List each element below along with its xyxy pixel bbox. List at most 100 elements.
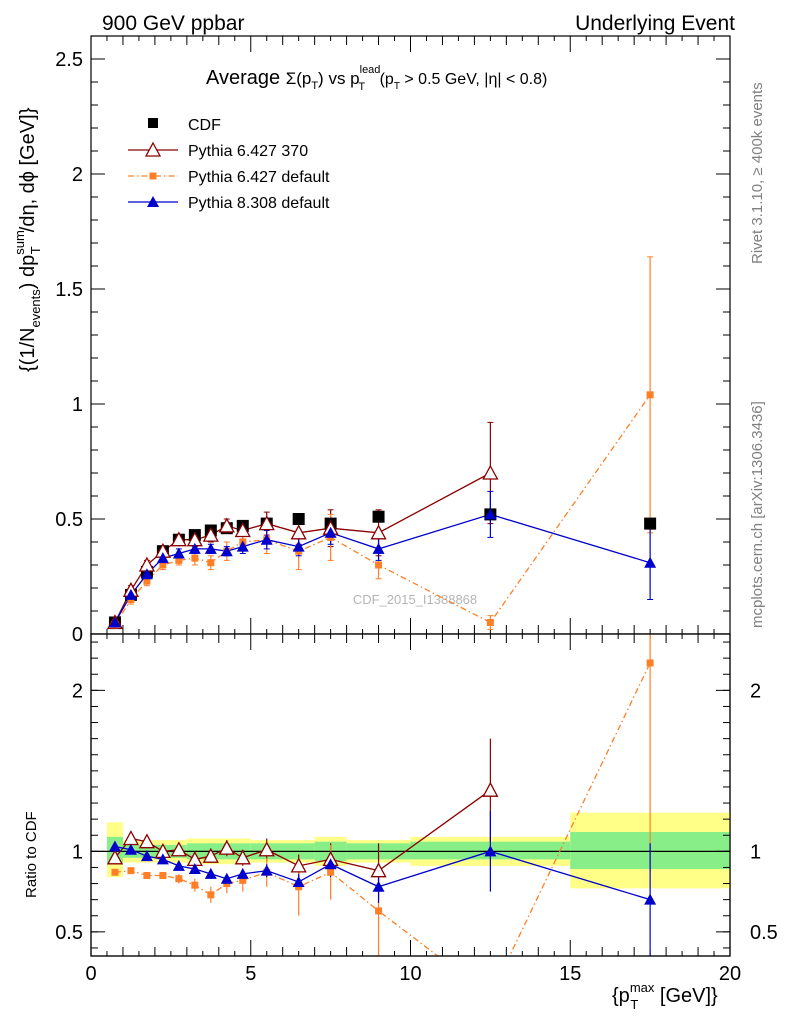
ratio-point-pythia-6-427-370 bbox=[202, 847, 219, 863]
point-pythia-8-308-default bbox=[156, 552, 169, 564]
legend-pythia6-default-marker bbox=[149, 172, 157, 180]
ratio-frame-overlay bbox=[90, 633, 731, 957]
x-tick-label: 10 bbox=[399, 963, 421, 985]
ratio-markers bbox=[106, 659, 657, 915]
title-sigma: Σ(p bbox=[286, 69, 312, 88]
point-cdf bbox=[292, 513, 305, 525]
y-tick-label: 2 bbox=[72, 680, 83, 702]
point-pythia-6-427-370 bbox=[170, 531, 187, 547]
ratio-point-pythia-8-308-default bbox=[124, 843, 137, 855]
ratio-point-pythia-6-427-default bbox=[127, 867, 135, 875]
ratio-plot-frame bbox=[90, 633, 731, 957]
point-cdf bbox=[372, 510, 385, 523]
ylabel-b: ) dp bbox=[17, 255, 39, 289]
point-pythia-8-308-default bbox=[644, 556, 657, 568]
point-pythia-6-427-default bbox=[486, 619, 494, 626]
ylabel-a: {(1/N bbox=[17, 328, 39, 372]
point-pythia-8-308-default bbox=[372, 542, 385, 554]
ratio-point-pythia-6-427-370 bbox=[290, 857, 307, 873]
legend-pythia8-label: Pythia 8.308 default bbox=[188, 195, 330, 212]
y-tick-label-right: 0.5 bbox=[750, 922, 778, 944]
y-tick-label-right: 2 bbox=[750, 680, 761, 702]
ratio-point-pythia-8-308-default bbox=[156, 853, 169, 865]
ratio-point-pythia-8-308-default bbox=[324, 858, 337, 870]
point-pythia-8-308-default bbox=[220, 545, 233, 557]
point-pythia-6-427-370 bbox=[258, 515, 275, 531]
y-tick-label: 2 bbox=[72, 164, 83, 186]
point-pythia-6-427-default bbox=[191, 554, 199, 562]
y-tick-label: 0.5 bbox=[55, 509, 83, 531]
point-pythia-6-427-default bbox=[159, 561, 167, 569]
legend: CDF Pythia 6.427 370 Pythia 6.427 defaul… bbox=[128, 117, 330, 212]
ratio-point-pythia-8-308-default bbox=[372, 880, 385, 892]
point-pythia-8-308-default bbox=[260, 533, 273, 545]
rivet-label: Rivet 3.1.10, ≥ 400k events bbox=[749, 82, 766, 264]
point-pythia-8-308-default bbox=[108, 616, 121, 628]
legend-pythia8-marker bbox=[147, 196, 159, 207]
point-pythia-8-308-default bbox=[324, 526, 337, 538]
ylabel-b-sub: T bbox=[28, 246, 43, 254]
xlabel-a-sup: max bbox=[630, 980, 655, 995]
point-pythia-6-427-370 bbox=[482, 464, 499, 480]
main-panel: CDF_2015_I1388868 0.5 1 1.5 2 2.5 0 Average Σ… bbox=[12, 35, 731, 646]
legend-cdf-marker bbox=[148, 118, 158, 128]
point-pythia-6-427-370 bbox=[202, 526, 219, 542]
x-tick-label: 5 bbox=[245, 963, 256, 985]
point-pythia-8-308-default bbox=[172, 547, 185, 559]
ratio-point-pythia-6-427-370 bbox=[106, 849, 124, 865]
mcplots-label: mcplots.cern.ch [arXiv:1306.3436] bbox=[749, 401, 766, 628]
ratio-point-pythia-8-308-default bbox=[108, 840, 121, 852]
ratio-point-pythia-6-427-default bbox=[159, 872, 167, 879]
ratio-point-pythia-6-427-default bbox=[207, 891, 215, 899]
xlabel-a-sub: T bbox=[630, 997, 638, 1012]
point-pythia-8-308-default bbox=[292, 540, 305, 552]
ratio-point-pythia-6-427-default bbox=[191, 881, 199, 889]
xlabel-b: [GeV]} bbox=[654, 985, 718, 1007]
ratio-point-pythia-8-308-default bbox=[220, 872, 233, 884]
main-y-label: {(1/Nevents) dpsumT/dη, dϕ [GeV]} bbox=[12, 107, 43, 372]
legend-pythia6-370-marker bbox=[144, 141, 162, 157]
ratio-point-pythia-8-308-default bbox=[140, 850, 153, 862]
point-pythia-6-427-370 bbox=[234, 522, 251, 538]
point-pythia-8-308-default bbox=[124, 588, 137, 600]
ratio-point-pythia-8-308-default bbox=[236, 867, 249, 879]
main-plot-frame bbox=[90, 35, 731, 635]
ratio-panel: 0.5 0.5 1 1 2 2 0 5 10 15 20 Ratio to CDF {pmax T … bbox=[23, 633, 778, 1012]
title-cut-rest: > 0.5 GeV, |η| < 0.8) bbox=[400, 71, 547, 88]
y-tick-label: 2.5 bbox=[55, 49, 83, 71]
watermark: CDF_2015_I1388868 bbox=[353, 592, 477, 607]
ratio-point-pythia-6-427-370 bbox=[370, 862, 387, 878]
y-tick-label-zero: 0 bbox=[72, 624, 83, 646]
point-pythia-8-308-default bbox=[484, 508, 497, 520]
point-pythia-6-427-default bbox=[207, 559, 215, 567]
legend-item-cdf: CDF bbox=[148, 117, 221, 134]
ratio-point-pythia-6-427-default bbox=[111, 868, 119, 876]
ratio-point-pythia-6-427-370 bbox=[234, 849, 251, 865]
ratio-point-pythia-6-427-default bbox=[239, 876, 247, 884]
point-pythia-8-308-default bbox=[188, 542, 201, 554]
point-pythia-6-427-370 bbox=[370, 524, 387, 540]
title-sigma-close: ) bbox=[318, 69, 324, 88]
ratio-point-pythia-6-427-370 bbox=[218, 839, 235, 855]
x-tick-label: 0 bbox=[85, 963, 96, 985]
y-tick-label: 1 bbox=[72, 841, 83, 863]
main-y-axis: 0.5 1 1.5 2 2.5 0 bbox=[55, 35, 731, 646]
ratio-point-pythia-6-427-370 bbox=[482, 781, 499, 797]
title-sigma-sub: T bbox=[311, 80, 318, 92]
legend-item-pythia6-default: Pythia 6.427 default bbox=[128, 169, 330, 186]
point-cdf bbox=[644, 517, 657, 530]
ratio-point-pythia-8-308-default bbox=[484, 845, 497, 857]
title-vs-sup: lead bbox=[360, 64, 381, 76]
title-cut: (p bbox=[375, 71, 394, 88]
point-pythia-6-427-default bbox=[143, 577, 151, 585]
ratio-point-pythia-8-308-default bbox=[204, 867, 217, 879]
main-markers bbox=[106, 391, 657, 630]
point-pythia-8-308-default bbox=[236, 540, 249, 552]
ratio-point-pythia-8-308-default bbox=[172, 859, 185, 871]
ratio-point-pythia-6-427-default bbox=[375, 907, 383, 915]
legend-item-pythia6-370: Pythia 6.427 370 bbox=[128, 141, 308, 160]
title-vs-sub: T bbox=[358, 81, 365, 93]
ratio-y-axis: 0.5 0.5 1 1 2 2 bbox=[55, 641, 778, 949]
ratio-point-pythia-6-427-370 bbox=[258, 841, 275, 857]
ratio-point-pythia-8-308-default bbox=[644, 893, 657, 905]
